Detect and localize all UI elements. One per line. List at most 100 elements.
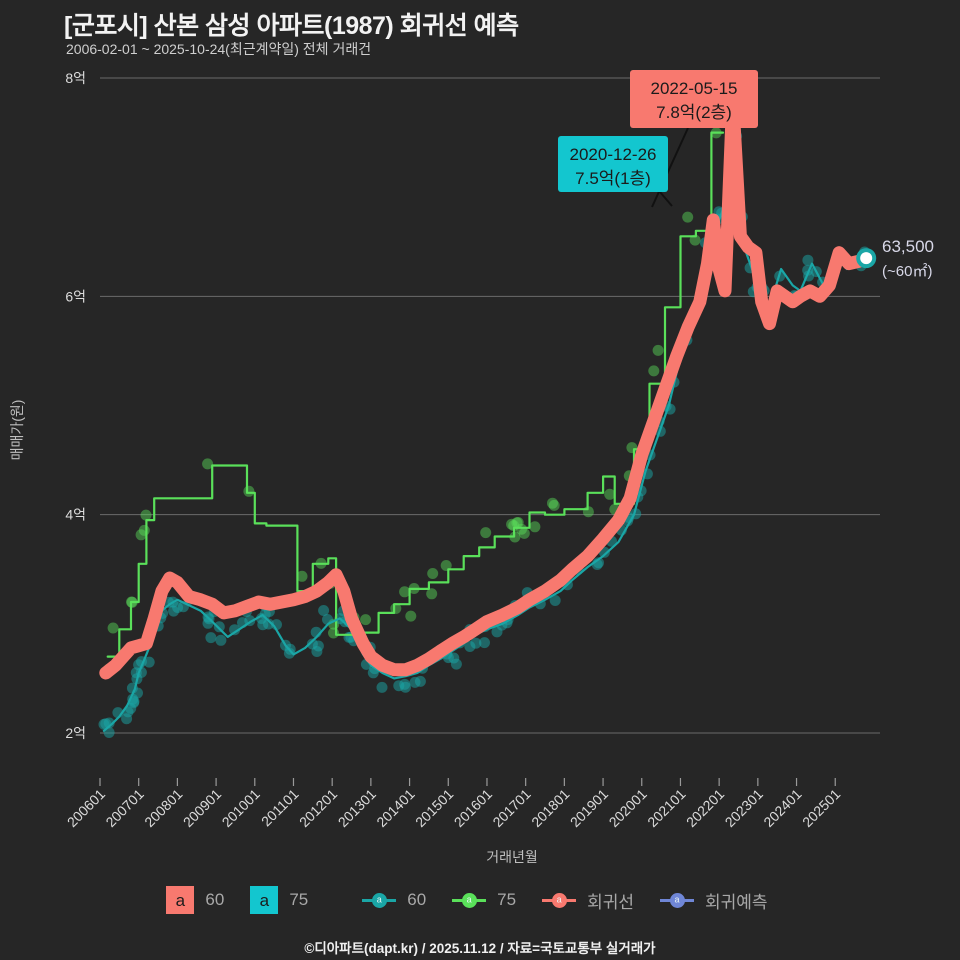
scatter-point [470,637,482,649]
callout-2022-date: 2022-05-15 [651,79,738,98]
x-tick-label: 201801 [528,786,572,830]
scatter-point [213,621,225,633]
scatter-point [479,637,490,649]
scatter-point [399,586,411,598]
scatter-point [516,523,527,535]
swatch-60-glyph: a [175,890,186,910]
scatter-point [135,529,147,541]
legend-item-marker-regression[interactable]: a 회귀선 [542,888,660,913]
chart-legend: a 60 a 75 a 60 a 75 a 회귀선 a 회귀예측 [0,886,960,914]
regression-path [99,93,873,680]
scatter-point [121,713,133,725]
scatter-point [426,588,438,600]
x-tick-label: 201601 [451,786,495,830]
legend-item-marker-75[interactable]: a 75 [452,890,542,910]
scatter-point [376,681,388,693]
legend-dot-swatch: a [461,892,477,908]
x-axis-label: 거래년월 [486,849,538,865]
y-axis-ticks: 2억 4억 6억 8억 [65,70,86,741]
y-tick-label: 6억 [65,288,86,304]
scatter-point [626,442,638,454]
scatter-point [311,646,323,657]
scatter-point [512,517,524,528]
scatter-point [140,509,152,521]
x-tick-label: 200601 [64,786,108,830]
scatter-point [511,517,523,529]
scatter-point [652,344,664,356]
series-line-75 [106,131,725,658]
scatter-point [593,557,604,569]
scatter-60 [98,100,872,738]
end-label-price: 63,500 [882,237,934,256]
callout-2022-value: 7.8억(2층) [656,103,732,122]
callout-2022-box [630,70,758,128]
scatter-point [549,595,561,606]
x-tick-label: 202001 [606,786,650,830]
legend-dot-inner-icon: a [674,894,680,904]
x-tick-label: 201101 [258,786,302,830]
scatter-point [529,521,541,533]
y-tick-label: 8억 [65,70,86,86]
y-tick-label: 2억 [65,725,86,741]
scatter-point [143,656,155,668]
end-marker-core [860,252,873,265]
scatter-point [682,211,694,223]
scatter-point [107,622,119,634]
scatter-point [802,254,814,266]
legend-item-marker-60[interactable]: a 60 [362,890,452,910]
x-tick-label: 201501 [412,786,456,830]
swatch-75-swatch: a [250,886,279,914]
x-tick-label: 201301 [335,786,379,830]
scatter-point [367,667,379,679]
regression-line [99,93,873,680]
legend-item-marker-regression-forecast[interactable]: a 회귀예측 [660,888,794,913]
swatch-75-glyph: a [259,890,270,910]
scatter-point [202,458,214,470]
end-label-area: (~60㎡) [882,263,932,280]
x-tick-label: 201701 [489,786,533,830]
scatter-point [480,527,492,539]
x-tick-label: 202501 [799,786,843,830]
scatter-point [202,617,214,629]
legend-dot-inner-icon: a [556,894,562,904]
y-axis-label: 매매가(원) [9,400,25,461]
page-title: [군포시] 산본 삼성 아파트(1987) 회귀선 예측 [64,12,519,40]
legend-dot-swatch: a [371,892,387,908]
swatch-60-label: 60 [205,890,225,909]
x-tick-label: 201901 [567,786,611,830]
marker-regression-forecast-label: 회귀예측 [705,892,768,912]
y-tick-label: 4억 [65,507,86,523]
page-subtitle: 2006-02-01 ~ 2025-10-24(최근계약일) 전체 거래건 [66,41,372,57]
marker-75-label: 75 [497,890,517,909]
scatter-point [360,614,372,626]
scatter-75 [103,115,722,675]
scatter-point [427,568,439,579]
callout-2020-value: 7.5억(1층) [575,169,651,188]
x-tick-label: 200801 [141,786,185,830]
x-tick-label: 202101 [644,786,688,830]
footer-credit: ©디아파트(dapt.kr) / 2025.11.12 / 자료=국토교통부 실… [304,941,656,956]
scatter-point [229,624,241,636]
scatter-point [205,632,217,644]
marker-60-marker-icon: a [362,892,397,908]
callout-2020-date: 2020-12-26 [570,145,657,164]
marker-regression-label: 회귀선 [587,892,635,912]
scatter-point [604,488,616,500]
scatter-point [296,570,308,582]
scatter-point [215,634,227,646]
scatter-point [405,610,417,622]
swatch-75-label: 75 [289,890,309,909]
callout-leader-line [651,127,689,208]
end-marker [856,248,877,269]
x-tick-label: 202301 [722,786,766,830]
swatch-60-swatch: a [166,886,195,914]
callout-2020-box [558,136,668,192]
x-tick-label: 201401 [373,786,417,830]
scatter-point [393,680,405,692]
legend-item-swatch-75[interactable]: a 75 [250,886,334,914]
legend-item-swatch-60[interactable]: a 60 [166,886,250,914]
scatter-point [448,652,460,664]
x-tick-label: 200901 [180,786,224,830]
scatter-point [414,675,426,687]
